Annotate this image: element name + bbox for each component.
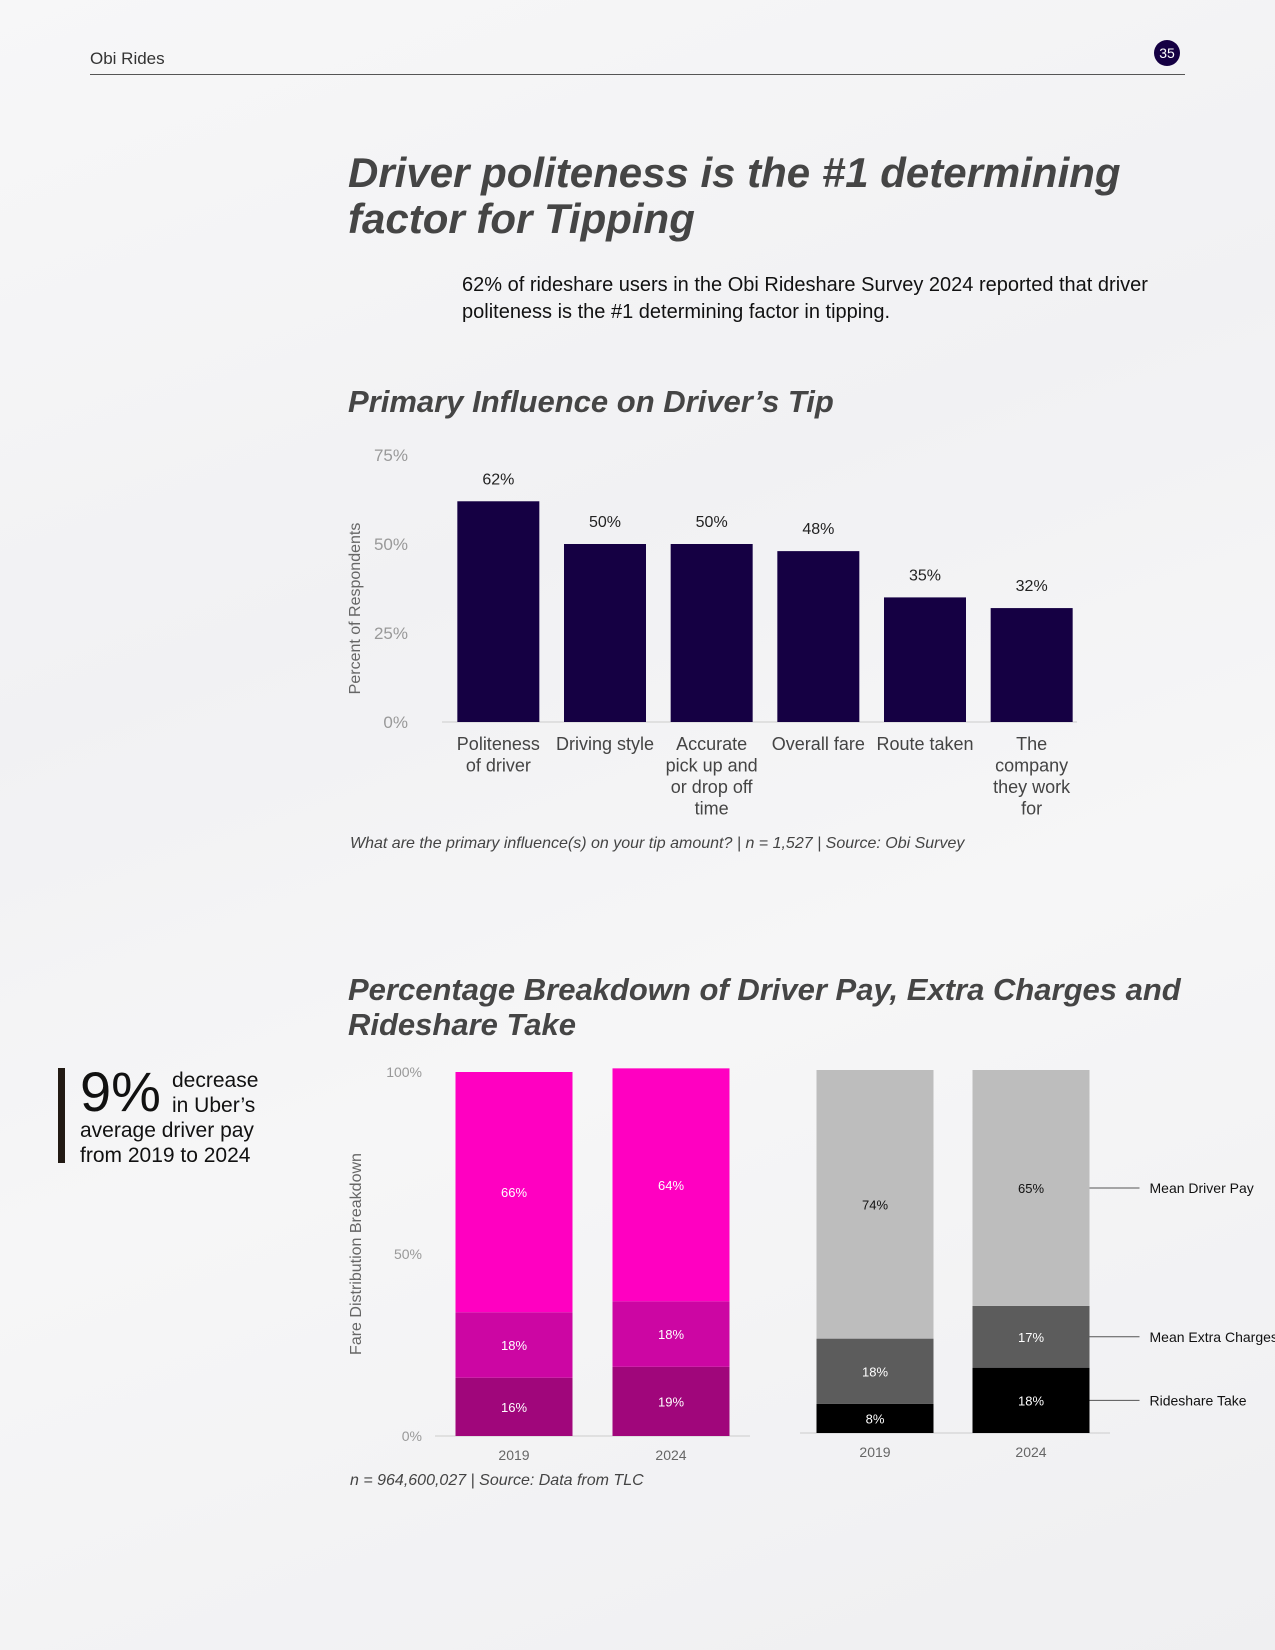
x-category-label: Overall fare bbox=[772, 734, 865, 754]
y-tick-label: 75% bbox=[374, 446, 408, 465]
chart1-caption: What are the primary influence(s) on you… bbox=[350, 835, 965, 852]
x-category-label: for bbox=[1021, 799, 1042, 819]
stacked-bar-segment bbox=[816, 1070, 934, 1339]
y-tick-label: 0% bbox=[383, 713, 408, 732]
bar bbox=[670, 544, 753, 722]
tip-influence-bar-chart: 0% 25% 50% 75% Percent of Respondents 62% Poli… bbox=[347, 446, 1077, 819]
stacked-bar-segment bbox=[455, 1072, 573, 1313]
chart2-title: Percentage Breakdown of Driver Pay, Extr… bbox=[348, 972, 1181, 1042]
stacked-bar-segment bbox=[455, 1312, 573, 1378]
segment-value-label: 16% bbox=[501, 1400, 527, 1415]
segment-value-label: 18% bbox=[1018, 1393, 1044, 1408]
x-category-label: or drop off bbox=[671, 777, 754, 797]
x-category-label: company bbox=[995, 756, 1068, 776]
x-category-label: The bbox=[1016, 734, 1047, 754]
callout-stat: 9% bbox=[80, 1060, 161, 1123]
segment-value-label: 19% bbox=[658, 1394, 684, 1409]
segment-value-label: 65% bbox=[1018, 1181, 1044, 1196]
callout-line-4: from 2019 to 2024 bbox=[80, 1144, 251, 1167]
header-divider bbox=[90, 74, 1185, 75]
legend-series-label: Rideshare Take bbox=[1150, 1392, 1247, 1408]
segment-value-label: 74% bbox=[862, 1197, 888, 1212]
y-tick-label: 0% bbox=[402, 1428, 422, 1444]
stacked-bar-segment bbox=[612, 1301, 730, 1367]
x-category-label: 2024 bbox=[655, 1447, 686, 1463]
stacked-bar-segment bbox=[816, 1403, 934, 1433]
bar bbox=[990, 608, 1073, 722]
y-tick-label: 50% bbox=[394, 1246, 422, 1262]
bar bbox=[777, 551, 860, 722]
chart2-caption: n = 964,600,027 | Source: Data from TLC bbox=[350, 1472, 644, 1489]
x-category-label: 2019 bbox=[498, 1447, 529, 1463]
bar-value-label: 32% bbox=[1016, 578, 1048, 595]
segment-value-label: 17% bbox=[1018, 1330, 1044, 1345]
stacked-bar-segment bbox=[612, 1068, 730, 1302]
legend-series-label: Mean Driver Pay bbox=[1150, 1180, 1254, 1196]
bar-value-label: 35% bbox=[909, 567, 941, 584]
bar-value-label: 50% bbox=[589, 514, 621, 531]
callout-description: decrease in Uber’s average driver pay fr… bbox=[80, 1068, 280, 1168]
page-headline: Driver politeness is the #1 determining … bbox=[348, 149, 1121, 242]
stacked-bar-segment bbox=[612, 1366, 730, 1436]
segment-value-label: 18% bbox=[658, 1327, 684, 1342]
segment-value-label: 18% bbox=[501, 1338, 527, 1353]
segment-value-label: 66% bbox=[501, 1185, 527, 1200]
y-tick-label: 50% bbox=[374, 535, 408, 554]
x-category-label: Driving style bbox=[556, 734, 654, 754]
stacked-bar-segment bbox=[816, 1338, 934, 1404]
x-category-label: pick up and bbox=[666, 756, 758, 776]
x-category-label: 2024 bbox=[1015, 1444, 1046, 1460]
segment-value-label: 18% bbox=[862, 1364, 888, 1379]
stacked-bar-segment bbox=[972, 1367, 1090, 1433]
x-category-label: of driver bbox=[466, 756, 531, 776]
x-category-label: Route taken bbox=[876, 734, 973, 754]
x-category-label: time bbox=[695, 799, 729, 819]
callout-accent-bar bbox=[58, 1068, 65, 1163]
stacked-bar-segment bbox=[972, 1070, 1090, 1306]
bar-value-label: 50% bbox=[696, 514, 728, 531]
x-category-label: 2019 bbox=[859, 1444, 890, 1460]
bar bbox=[457, 501, 540, 722]
legend-series-label: Mean Extra Charges bbox=[1150, 1329, 1275, 1345]
segment-value-label: 64% bbox=[658, 1178, 684, 1193]
y-tick-label: 25% bbox=[374, 624, 408, 643]
y-tick-label: 100% bbox=[386, 1064, 422, 1080]
callout-line-2: in Uber’s bbox=[172, 1094, 256, 1117]
chart1-title: Primary Influence on Driver’s Tip bbox=[348, 384, 834, 419]
callout-line-1: decrease bbox=[172, 1069, 259, 1092]
bar bbox=[884, 597, 966, 722]
stacked-bar-segment bbox=[455, 1377, 573, 1436]
intro-paragraph: 62% of rideshare users in the Obi Ridesh… bbox=[462, 274, 1148, 323]
brand-name: Obi Rides bbox=[90, 49, 165, 68]
callout-line-3: average driver pay bbox=[80, 1119, 254, 1142]
page-number-badge: 35 bbox=[1154, 40, 1180, 66]
x-category-label: Accurate bbox=[676, 734, 747, 754]
segment-value-label: 8% bbox=[866, 1411, 885, 1426]
fare-breakdown-stacked-chart: 0% 50% 100% Fare Distribution Breakdown 16% 1… bbox=[348, 1064, 1275, 1463]
y-axis-title: Fare Distribution Breakdown bbox=[348, 1153, 365, 1355]
bar bbox=[564, 544, 646, 722]
stacked-bar-segment bbox=[972, 1305, 1090, 1368]
x-category-label: Politeness bbox=[457, 734, 540, 754]
bar-value-label: 62% bbox=[482, 471, 514, 488]
bar-value-label: 48% bbox=[802, 521, 834, 538]
x-category-label: they work bbox=[993, 777, 1071, 797]
y-axis-title: Percent of Respondents bbox=[347, 523, 364, 695]
